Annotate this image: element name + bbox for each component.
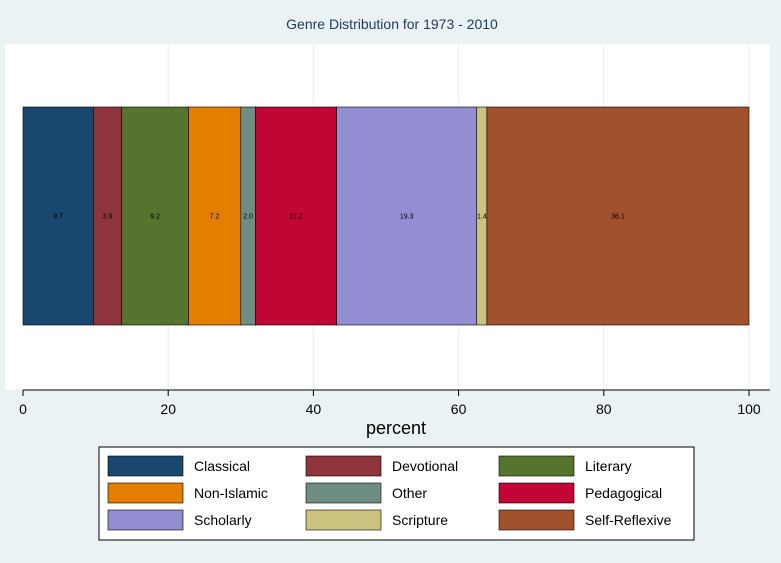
bar-label-classical: 9.7 <box>53 214 63 221</box>
legend-swatch-classical <box>107 455 184 477</box>
x-tick-label-3: 60 <box>451 401 467 417</box>
legend-label-classical: Classical <box>194 458 250 474</box>
legend-swatch-literary <box>498 455 575 477</box>
bar-label-self-reflexive: 36.1 <box>611 214 625 221</box>
legend-box <box>98 446 695 541</box>
bar-label-pedagogical: 11.2 <box>289 214 302 221</box>
legend-swatch-scholarly <box>107 509 184 531</box>
legend-label-non-islamic: Non-Islamic <box>194 485 268 501</box>
bar-label-non-islamic: 7.2 <box>210 214 220 221</box>
legend-label-literary: Literary <box>585 458 632 474</box>
bar-segment-non-islamic <box>188 106 242 326</box>
x-tick-label-5: 100 <box>737 401 761 417</box>
legend-label-scholarly: Scholarly <box>194 512 252 528</box>
bar-label-devotional: 3.9 <box>103 214 113 221</box>
bar-label-other: 2.0 <box>243 214 253 221</box>
bar-segment-self-reflexive <box>486 106 750 326</box>
legend-swatch-devotional <box>305 455 382 477</box>
bar-value-labels: 9.7 3.9 9.2 7.2 2.0 11.2 19.3 1.4 36.1 <box>53 214 625 221</box>
bar-label-scholarly: 19.3 <box>400 214 414 221</box>
bar-segment-pedagogical <box>255 106 337 326</box>
x-axis-ticks: 0 20 40 60 80 100 <box>19 390 761 417</box>
bar-segment-devotional <box>93 106 123 326</box>
legend-label-other: Other <box>392 485 427 501</box>
legend-swatch-pedagogical <box>498 482 575 504</box>
legend-label-scripture: Scripture <box>392 512 448 528</box>
bar-segment-classical <box>22 106 94 326</box>
legend-swatch-self-reflexive <box>498 509 575 531</box>
legend-swatch-other <box>305 482 382 504</box>
chart-title: Genre Distribution for 1973 - 2010 <box>286 16 498 32</box>
legend-swatch-scripture <box>305 509 382 531</box>
bar-label-scripture: 1.4 <box>477 214 487 221</box>
legend-label-devotional: Devotional <box>392 458 458 474</box>
x-tick-label-0: 0 <box>19 401 27 417</box>
x-tick-label-4: 80 <box>596 401 612 417</box>
x-axis-label: percent <box>366 418 426 438</box>
bar-segment-literary <box>121 106 189 326</box>
legend-swatch-non-islamic <box>107 482 184 504</box>
legend-label-self-reflexive: Self-Reflexive <box>585 512 672 528</box>
legend-label-pedagogical: Pedagogical <box>585 485 662 501</box>
legend: Classical Devotional Literary Non-Islamic Ot… <box>107 455 672 531</box>
bar-segments <box>22 106 750 326</box>
x-tick-label-1: 20 <box>160 401 176 417</box>
x-tick-label-2: 40 <box>306 401 322 417</box>
bar-segment-scholarly <box>336 106 478 326</box>
bar-label-literary: 9.2 <box>150 214 160 221</box>
